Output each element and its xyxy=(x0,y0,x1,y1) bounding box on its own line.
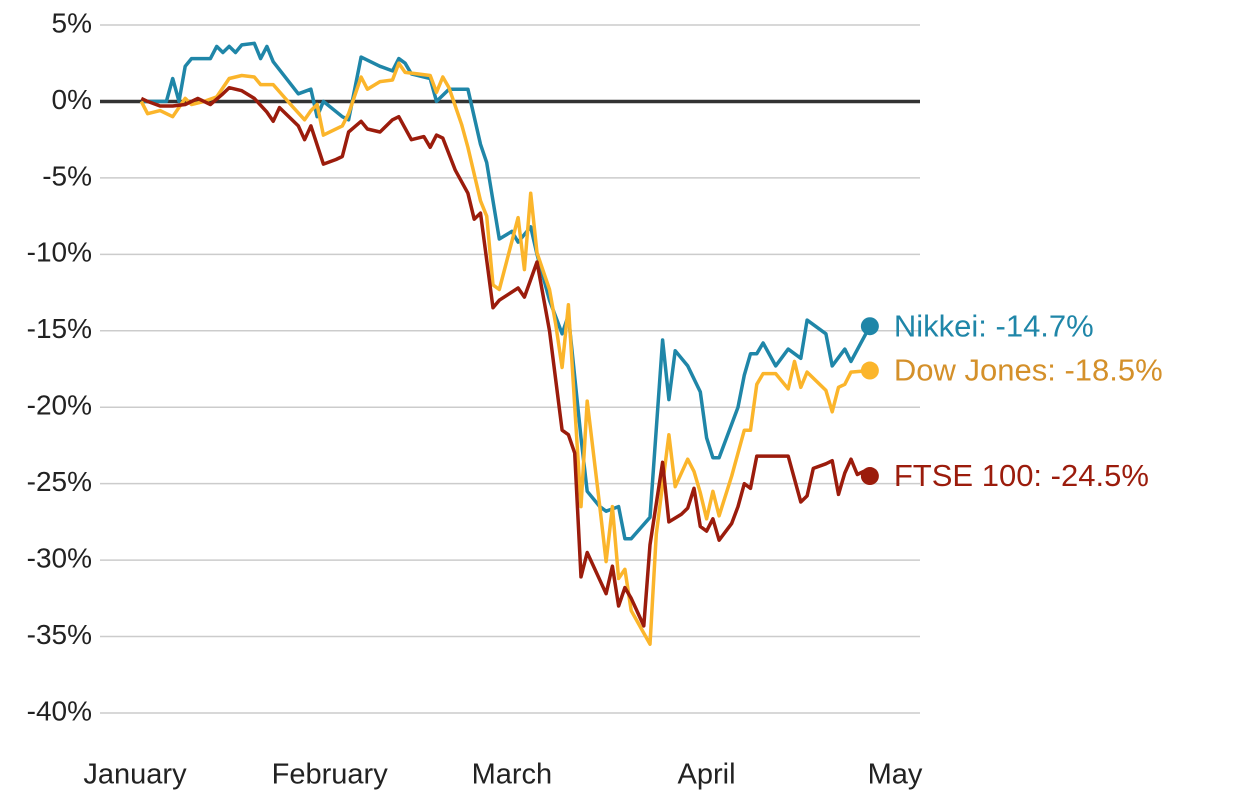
y-tick-label: -35% xyxy=(27,619,92,650)
y-tick-label: -15% xyxy=(27,313,92,344)
y-tick-label: -25% xyxy=(27,466,92,497)
y-tick-label: -5% xyxy=(42,160,92,191)
y-tick-label: 5% xyxy=(52,7,92,38)
y-tick-label: -40% xyxy=(27,695,92,726)
x-tick-label: April xyxy=(678,759,736,791)
series-line xyxy=(141,41,872,541)
y-tick-label: -10% xyxy=(27,237,92,268)
end-point xyxy=(860,317,879,336)
series-label: FTSE 100: -24.5% xyxy=(894,458,1149,493)
end-point xyxy=(860,467,879,486)
series-line xyxy=(139,61,871,646)
x-tick-label: January xyxy=(83,759,187,791)
y-tick-label: -20% xyxy=(27,390,92,421)
series-label: Nikkei: -14.7% xyxy=(894,308,1094,343)
x-tick-label: March xyxy=(472,759,553,791)
x-tick-label: February xyxy=(272,759,389,791)
series-label: Dow Jones: -18.5% xyxy=(894,353,1163,388)
y-tick-label: 0% xyxy=(52,84,92,115)
x-tick-label: May xyxy=(868,759,923,791)
y-tick-label: -30% xyxy=(27,543,92,574)
series-line xyxy=(140,85,871,628)
end-point xyxy=(860,361,879,380)
